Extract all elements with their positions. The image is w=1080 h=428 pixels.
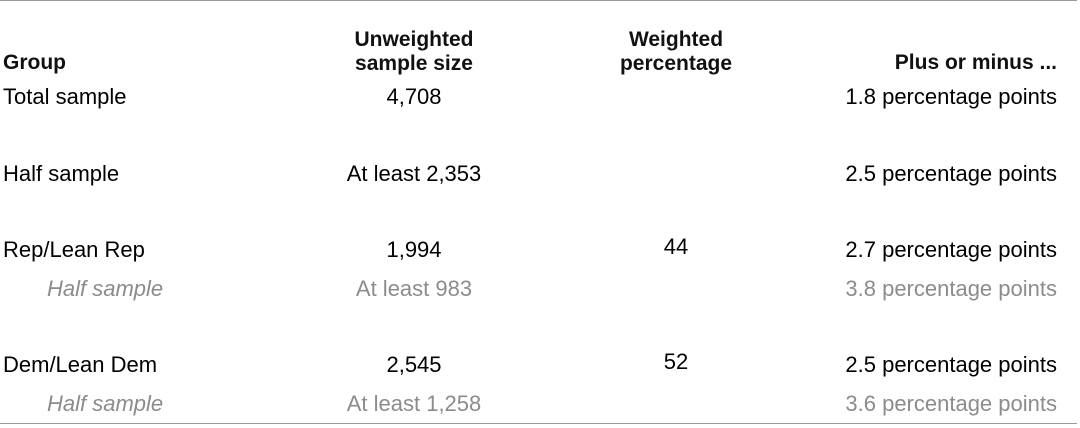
header-unweighted-line1: Unweighted	[354, 28, 474, 51]
header-plus-or-minus: Plus or minus ...	[894, 51, 1057, 74]
row-rep-group: Rep/Lean Rep	[3, 237, 145, 262]
row-total-sample-moe: 1.8 percentage points	[845, 84, 1057, 109]
header-unweighted-line2: sample size	[355, 52, 473, 75]
header-weighted-line1: Weighted	[628, 28, 724, 51]
row-rep-unweighted: 1,994	[386, 237, 442, 262]
row-rep-moe: 2.7 percentage points	[845, 237, 1057, 262]
row-total-sample-group: Total sample	[3, 84, 127, 109]
row-rep-weighted: 44	[663, 234, 689, 259]
header-weighted-line2: percentage	[619, 52, 733, 75]
row-rep-half-moe: 3.8 percentage points	[845, 276, 1057, 301]
row-dem-group: Dem/Lean Dem	[3, 352, 158, 377]
row-rep-half-group: Half sample	[47, 276, 164, 301]
row-half-sample-unweighted: At least 2,353	[346, 161, 482, 186]
row-half-sample-group: Half sample	[3, 161, 120, 186]
row-total-sample-unweighted: 4,708	[386, 84, 442, 109]
row-dem-unweighted: 2,545	[386, 352, 442, 377]
row-rep-half-unweighted: At least 983	[355, 276, 473, 301]
row-dem-weighted: 52	[663, 349, 689, 374]
row-dem-half-unweighted: At least 1,258	[346, 391, 482, 416]
row-dem-half-group: Half sample	[47, 391, 164, 416]
row-half-sample-moe: 2.5 percentage points	[845, 161, 1057, 186]
row-dem-half-moe: 3.6 percentage points	[845, 391, 1057, 416]
row-dem-moe: 2.5 percentage points	[845, 352, 1057, 377]
header-group: Group	[3, 51, 66, 74]
